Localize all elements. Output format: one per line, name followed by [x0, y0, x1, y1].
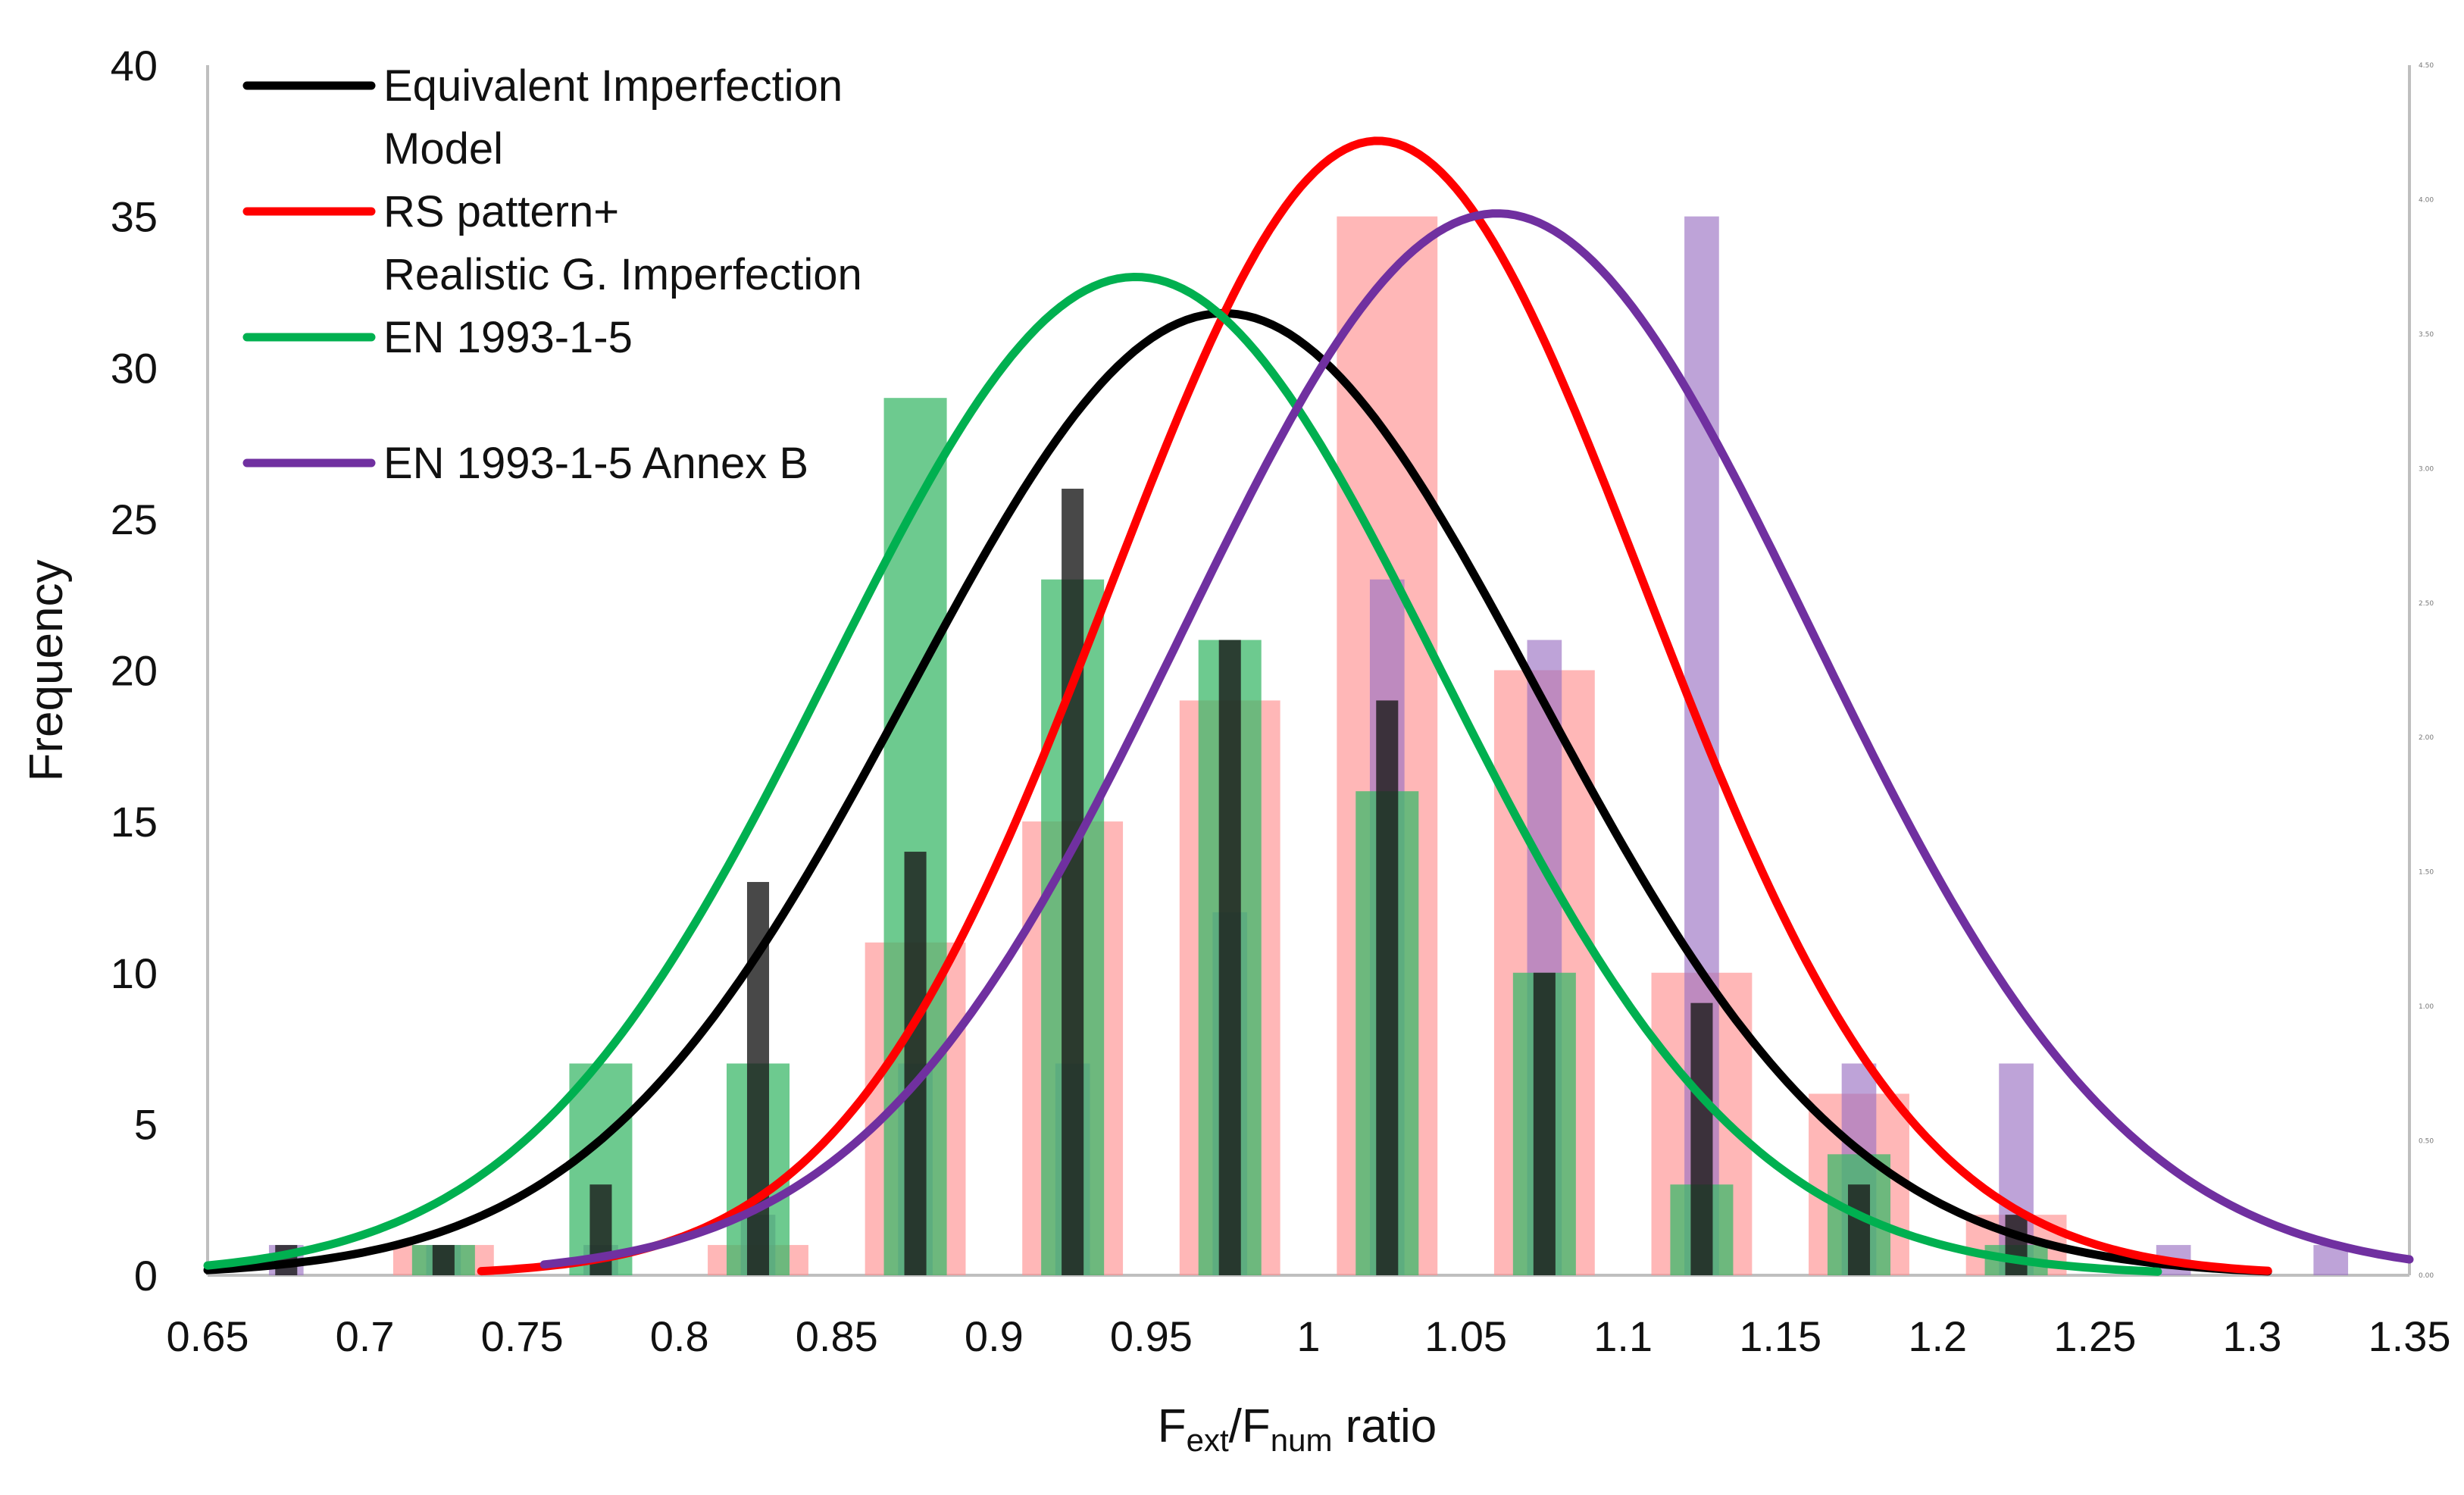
x-axis-title-rest: ratio — [1332, 1400, 1437, 1453]
y-axis-title: Frequency — [20, 560, 73, 782]
x-tick-label: 1.05 — [1424, 1312, 1507, 1360]
legend-label-4: EN 1993-1-5 Annex B — [383, 439, 808, 488]
right-axis-tick-label: 3.00 — [2419, 465, 2434, 473]
distribution-curves — [203, 136, 2414, 1276]
legend-label-3: EN 1993-1-5 — [383, 313, 633, 362]
x-tick-label: 0.95 — [1110, 1312, 1193, 1360]
right-axis-tick-label: 0.50 — [2419, 1138, 2434, 1146]
x-tick-label: 0.75 — [481, 1312, 564, 1360]
right-axis-tick-label: 2.50 — [2419, 600, 2434, 608]
x-axis-title-slash: /F — [1229, 1400, 1271, 1453]
legend-label-2: Realistic G. Imperfection — [383, 250, 862, 299]
y-tick-label: 30 — [111, 344, 158, 392]
x-axis-title-main: F — [1158, 1400, 1187, 1453]
curve-1 — [203, 308, 2272, 1276]
x-tick-label: 1.2 — [1908, 1312, 1967, 1360]
right-axis-tick-label: 1.00 — [2419, 1003, 2434, 1011]
y-tick-label: 15 — [111, 798, 158, 846]
legend: Equivalent Imperfection Model RS pattern+ R… — [242, 61, 862, 488]
bar-series-4-2 — [432, 1245, 455, 1275]
x-tick-label: 1.25 — [2053, 1312, 2136, 1360]
y-tick-label: 0 — [134, 1252, 158, 1300]
bar-series-4-5 — [904, 852, 927, 1275]
x-tick-label: 0.7 — [336, 1312, 395, 1360]
x-tick-label: 0.65 — [167, 1312, 249, 1360]
histogram-bars — [268, 216, 2349, 1276]
x-tick-label: 1.3 — [2222, 1312, 2281, 1360]
x-axis-title: Fext/Fnum ratio — [1158, 1400, 1437, 1458]
right-axis-tick-label: 4.00 — [2419, 196, 2434, 204]
x-tick-label: 1.35 — [2369, 1312, 2451, 1360]
y-tick-label: 20 — [111, 647, 158, 695]
bar-series-4-6 — [1062, 488, 1084, 1276]
curve-3 — [203, 272, 2162, 1276]
bar-series-4-11 — [1847, 1184, 1871, 1275]
right-axis-tick-label: 1.50 — [2419, 869, 2434, 877]
y-tick-label: 40 — [111, 42, 158, 89]
x-axis-ticks: 0.65 0.7 0.75 0.8 0.85 0.9 0.95 1 1.05 1.1 1.15 1.2… — [167, 1312, 2451, 1360]
x-tick-label: 0.85 — [796, 1312, 878, 1360]
bar-series-4-7 — [1218, 640, 1241, 1275]
right-axis-tick-label: 0.00 — [2419, 1272, 2434, 1280]
y-tick-label: 25 — [111, 496, 158, 543]
x-tick-label: 1.15 — [1739, 1312, 1821, 1360]
y-tick-label: 5 — [134, 1100, 158, 1148]
y-tick-label: 10 — [111, 949, 158, 997]
bar-series-4-8 — [1376, 700, 1399, 1275]
y-tick-label: 35 — [111, 193, 158, 241]
legend-label-1: Equivalent Imperfection — [383, 61, 843, 111]
curve-4 — [539, 209, 2414, 1269]
bar-series-4-12 — [2005, 1215, 2028, 1275]
x-tick-label: 0.9 — [965, 1312, 1024, 1360]
right-axis-tick-label: 2.00 — [2419, 734, 2434, 742]
x-tick-label: 1 — [1296, 1312, 1320, 1360]
bar-series-4-9 — [1533, 972, 1556, 1275]
x-tick-label: 0.8 — [650, 1312, 709, 1360]
right-axis-tick-label: 4.50 — [2419, 62, 2434, 70]
bar-series-4-10 — [1690, 1002, 1713, 1275]
right-axis-ticks: 0.00 0.50 1.00 1.50 2.00 2.50 3.00 3.50 4.00 4.50 — [2419, 62, 2434, 1280]
legend-label-1: Model — [383, 124, 503, 174]
axes — [206, 65, 2411, 1277]
right-axis-tick-label: 3.50 — [2419, 331, 2434, 339]
x-axis-title-sub1: ext — [1187, 1422, 1229, 1458]
legend-label-2: RS pattern+ — [383, 187, 619, 236]
y-axis-ticks: 0 5 10 15 20 25 30 35 40 — [111, 42, 158, 1300]
x-axis-title-sub2: num — [1271, 1422, 1333, 1458]
x-tick-label: 1.1 — [1593, 1312, 1653, 1360]
curve-2 — [477, 136, 2272, 1276]
